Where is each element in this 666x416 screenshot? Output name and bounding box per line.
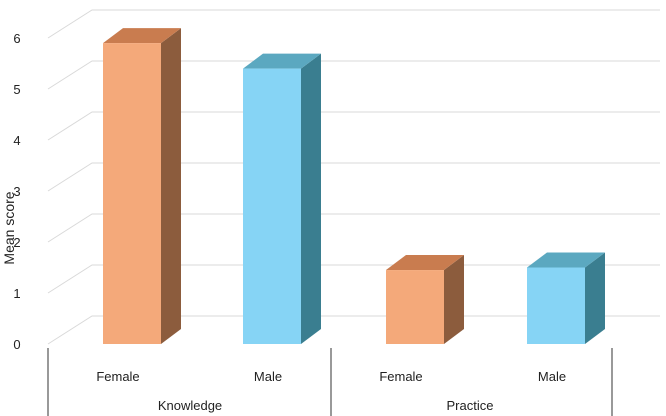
bar-practice-male <box>527 252 605 344</box>
gridline <box>47 315 660 345</box>
x-axis: Female Male Female Male Knowledge Practice <box>47 348 613 416</box>
x-category-label: Female <box>96 369 139 384</box>
bar-front <box>243 68 301 344</box>
bar-front <box>527 267 585 344</box>
y-tick-label: 4 <box>13 133 20 148</box>
back-wall-fill <box>48 10 660 344</box>
bar-top <box>103 28 181 44</box>
gridline <box>47 111 660 141</box>
bar-side <box>444 255 464 344</box>
bar-front <box>386 270 444 344</box>
bar-knowledge-male <box>243 53 321 344</box>
bar-knowledge-female <box>103 28 181 344</box>
chart-back-wall <box>48 10 660 344</box>
gridlines <box>47 9 660 345</box>
bar-practice-female <box>386 255 464 344</box>
gridline <box>47 9 660 39</box>
x-category-label: Male <box>538 369 566 384</box>
gridline <box>47 213 660 243</box>
bar-front <box>103 43 161 344</box>
bar-top <box>386 255 464 271</box>
gridline <box>47 162 660 192</box>
x-group-label: Knowledge <box>158 398 222 413</box>
bar-side <box>301 53 321 344</box>
gridline <box>47 60 660 90</box>
y-tick-label: 2 <box>13 235 20 250</box>
x-category-label: Female <box>379 369 422 384</box>
y-tick-label: 0 <box>13 337 20 352</box>
y-axis-ticks: 0 1 2 3 4 5 6 <box>13 31 20 352</box>
bar-side <box>161 28 181 344</box>
bar-top <box>527 252 605 268</box>
gridline <box>47 264 660 294</box>
bars <box>103 28 605 344</box>
y-tick-label: 5 <box>13 82 20 97</box>
x-group-label: Practice <box>447 398 494 413</box>
y-tick-label: 3 <box>13 184 20 199</box>
y-tick-label: 6 <box>13 31 20 46</box>
x-category-label: Male <box>254 369 282 384</box>
bar-side <box>585 252 605 344</box>
bar-top <box>243 53 321 69</box>
y-axis-label: Mean score <box>1 191 17 264</box>
y-tick-label: 1 <box>13 286 20 301</box>
